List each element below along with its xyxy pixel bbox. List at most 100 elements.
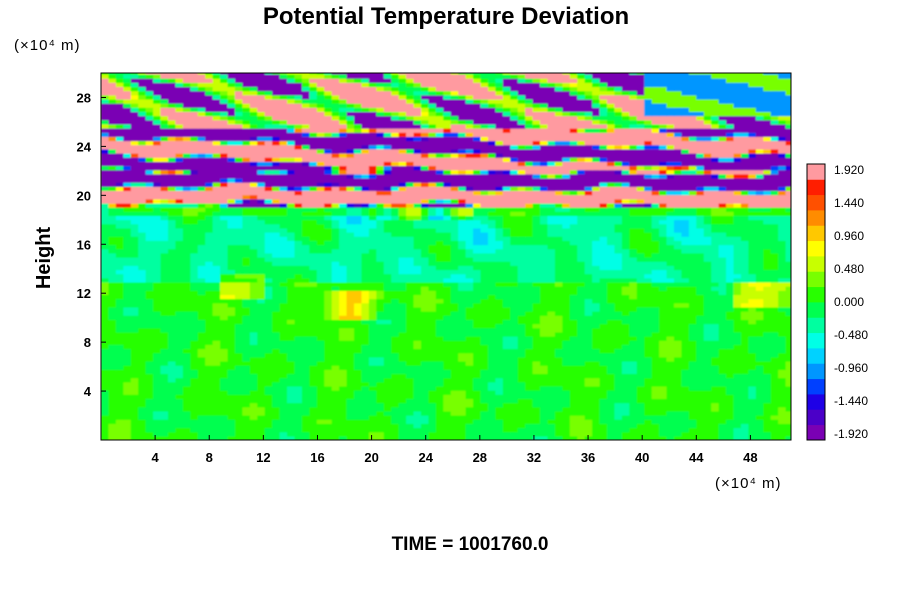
heatmap-cell — [301, 232, 310, 237]
heatmap-cell — [763, 240, 772, 246]
heatmap-cell — [123, 319, 132, 325]
heatmap-cell — [309, 323, 318, 329]
heatmap-cell — [182, 232, 191, 237]
heatmap-cell — [785, 302, 791, 308]
heatmap-cell — [443, 273, 452, 279]
heatmap-cell — [673, 390, 683, 395]
heatmap-cell — [413, 373, 422, 379]
heatmap-cell — [220, 406, 229, 412]
heatmap-cell — [420, 410, 430, 416]
heatmap-cell — [115, 398, 124, 404]
heatmap-cell — [227, 394, 236, 400]
heatmap-cell — [383, 265, 392, 271]
heatmap-cell — [294, 435, 303, 440]
heatmap-cell — [316, 261, 325, 266]
heatmap-cell — [644, 281, 653, 287]
heatmap-cell — [294, 256, 303, 262]
heatmap-cell — [175, 423, 184, 429]
heatmap-cell — [495, 319, 504, 325]
heatmap-cell — [755, 252, 764, 258]
heatmap-cell — [115, 431, 124, 437]
heatmap-cell — [220, 327, 229, 333]
heatmap-cell — [220, 302, 229, 308]
heatmap-cell — [748, 306, 757, 312]
heatmap-cell — [428, 377, 437, 383]
heatmap-cell — [331, 344, 340, 350]
heatmap-cell — [547, 290, 556, 296]
heatmap-cell — [562, 269, 571, 275]
heatmap-cell — [316, 356, 325, 362]
heatmap-cell — [294, 410, 303, 416]
heatmap-cell — [368, 336, 377, 341]
heatmap-cell — [301, 319, 310, 325]
heatmap-cell — [160, 223, 169, 229]
heatmap-cell — [294, 298, 303, 304]
heatmap-cell — [629, 277, 638, 283]
heatmap-cell — [681, 406, 690, 412]
heatmap-cell — [294, 290, 303, 296]
heatmap-cell — [145, 356, 154, 362]
heatmap-cell — [681, 377, 690, 383]
heatmap-cell — [636, 281, 645, 287]
heatmap-cell — [473, 327, 482, 333]
heatmap-cell — [450, 435, 459, 440]
heatmap-cell — [465, 340, 474, 345]
heatmap-cell — [621, 286, 630, 291]
heatmap-cell — [532, 323, 541, 329]
heatmap-cell — [592, 331, 601, 337]
heatmap-cell — [629, 423, 638, 429]
heatmap-cell — [376, 281, 385, 287]
heatmap-cell — [227, 373, 236, 379]
heatmap-cell — [621, 373, 630, 379]
heatmap-cell — [614, 219, 623, 225]
heatmap-cell — [279, 423, 288, 429]
heatmap-cell — [354, 306, 363, 312]
heatmap-cell — [145, 215, 154, 221]
heatmap-cell — [562, 323, 571, 329]
heatmap-cell — [778, 286, 787, 291]
heatmap-cell — [450, 277, 459, 283]
heatmap-cell — [458, 315, 467, 320]
heatmap-cell — [331, 232, 340, 237]
heatmap-cell — [540, 410, 549, 416]
heatmap-cell — [666, 315, 675, 320]
heatmap-cell — [666, 390, 675, 395]
heatmap-cell — [331, 348, 340, 354]
heatmap-cell — [324, 319, 333, 325]
heatmap-cell — [331, 273, 340, 279]
heatmap-cell — [249, 273, 258, 279]
heatmap-cell — [145, 344, 154, 350]
heatmap-cell — [272, 331, 281, 337]
heatmap-cell — [621, 410, 630, 416]
heatmap-cell — [673, 277, 683, 283]
heatmap-cell — [182, 352, 191, 358]
heatmap-cell — [220, 431, 229, 437]
heatmap-cell — [562, 302, 571, 308]
heatmap-cell — [614, 394, 623, 400]
heatmap-cell — [346, 302, 355, 308]
heatmap-cell — [592, 356, 601, 362]
heatmap-cell — [748, 402, 757, 408]
heatmap-cell — [153, 311, 162, 316]
heatmap-cell — [450, 240, 459, 246]
heatmap-cell — [562, 232, 571, 237]
heatmap-cell — [354, 406, 363, 412]
heatmap-cell — [175, 435, 184, 440]
heatmap-cell — [435, 360, 444, 366]
heatmap-cell — [115, 435, 124, 440]
heatmap-cell — [257, 256, 266, 262]
heatmap-cell — [621, 390, 630, 395]
heatmap-cell — [443, 265, 452, 271]
heatmap-cell — [577, 356, 586, 362]
heatmap-cell — [726, 352, 735, 358]
heatmap-cell — [123, 415, 132, 420]
heatmap-cell — [249, 331, 258, 337]
heatmap-cell — [778, 360, 787, 366]
heatmap-cell — [301, 252, 310, 258]
heatmap-cell — [621, 340, 630, 345]
heatmap-cell — [592, 340, 601, 345]
heatmap-cell — [480, 336, 489, 341]
heatmap-cell — [227, 265, 236, 271]
heatmap-cell — [145, 398, 154, 404]
heatmap-cell — [346, 398, 355, 404]
